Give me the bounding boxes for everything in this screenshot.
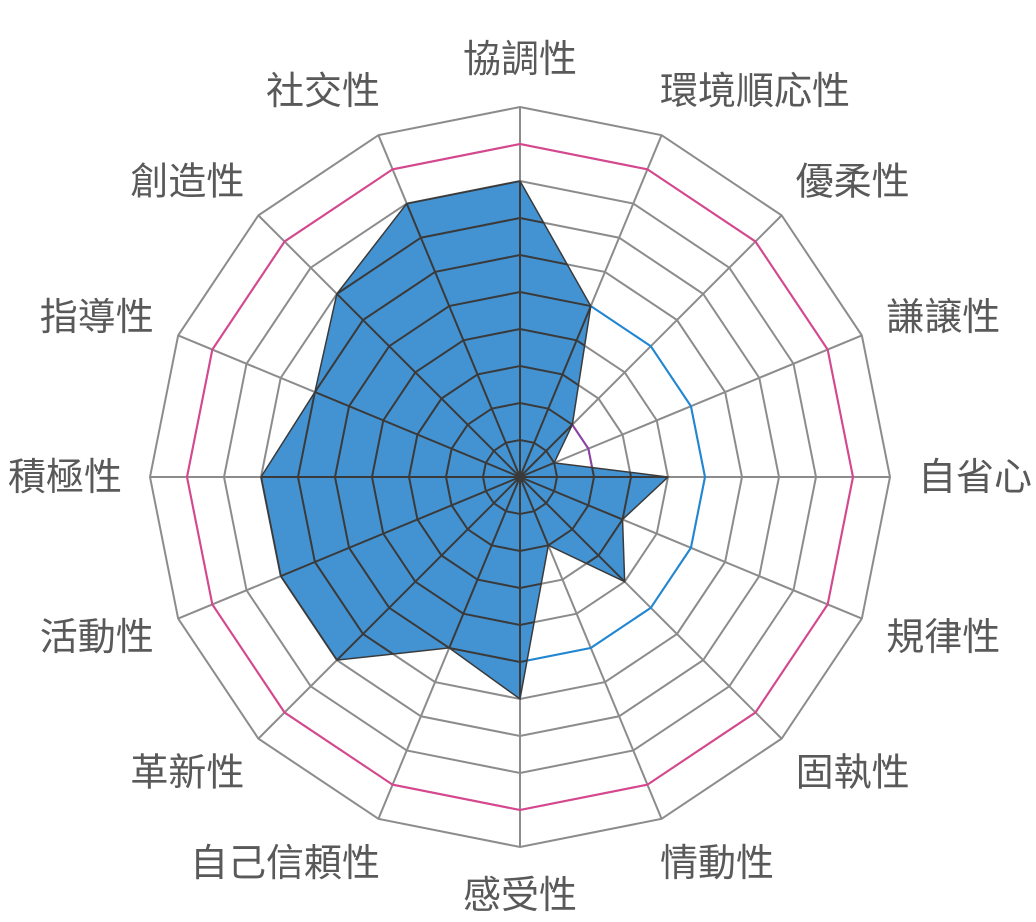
axis-label: 社交性: [266, 69, 380, 113]
axis-spoke-inner: [261, 334, 521, 478]
axis-label: 創造性: [130, 159, 244, 203]
axis-label: 情動性: [660, 841, 774, 885]
axis-spoke-inner: [519, 476, 668, 620]
grid-ring-inner: [296, 253, 668, 699]
axis-label: 環境順応性: [660, 69, 850, 113]
axis-label: 優柔性: [796, 159, 910, 203]
axis-label: 指導性: [40, 295, 154, 339]
axis-label: 協調性: [463, 37, 577, 81]
axis-label: 革新性: [130, 751, 244, 795]
axis-label: 固執性: [796, 751, 910, 795]
series-outline: [260, 180, 670, 701]
axis-label: 規律性: [886, 615, 1000, 659]
axis-label: 感受性: [463, 873, 577, 917]
reference-ring: [185, 142, 855, 812]
axis-label: 謙譲性: [886, 295, 1000, 339]
axis-label: 積極性: [8, 455, 122, 499]
axis-label: 自省心: [918, 455, 1032, 499]
axis-label: 活動性: [40, 615, 154, 659]
axis-label: 自己信頼性: [190, 841, 380, 885]
axis-spoke-inner: [261, 476, 521, 620]
